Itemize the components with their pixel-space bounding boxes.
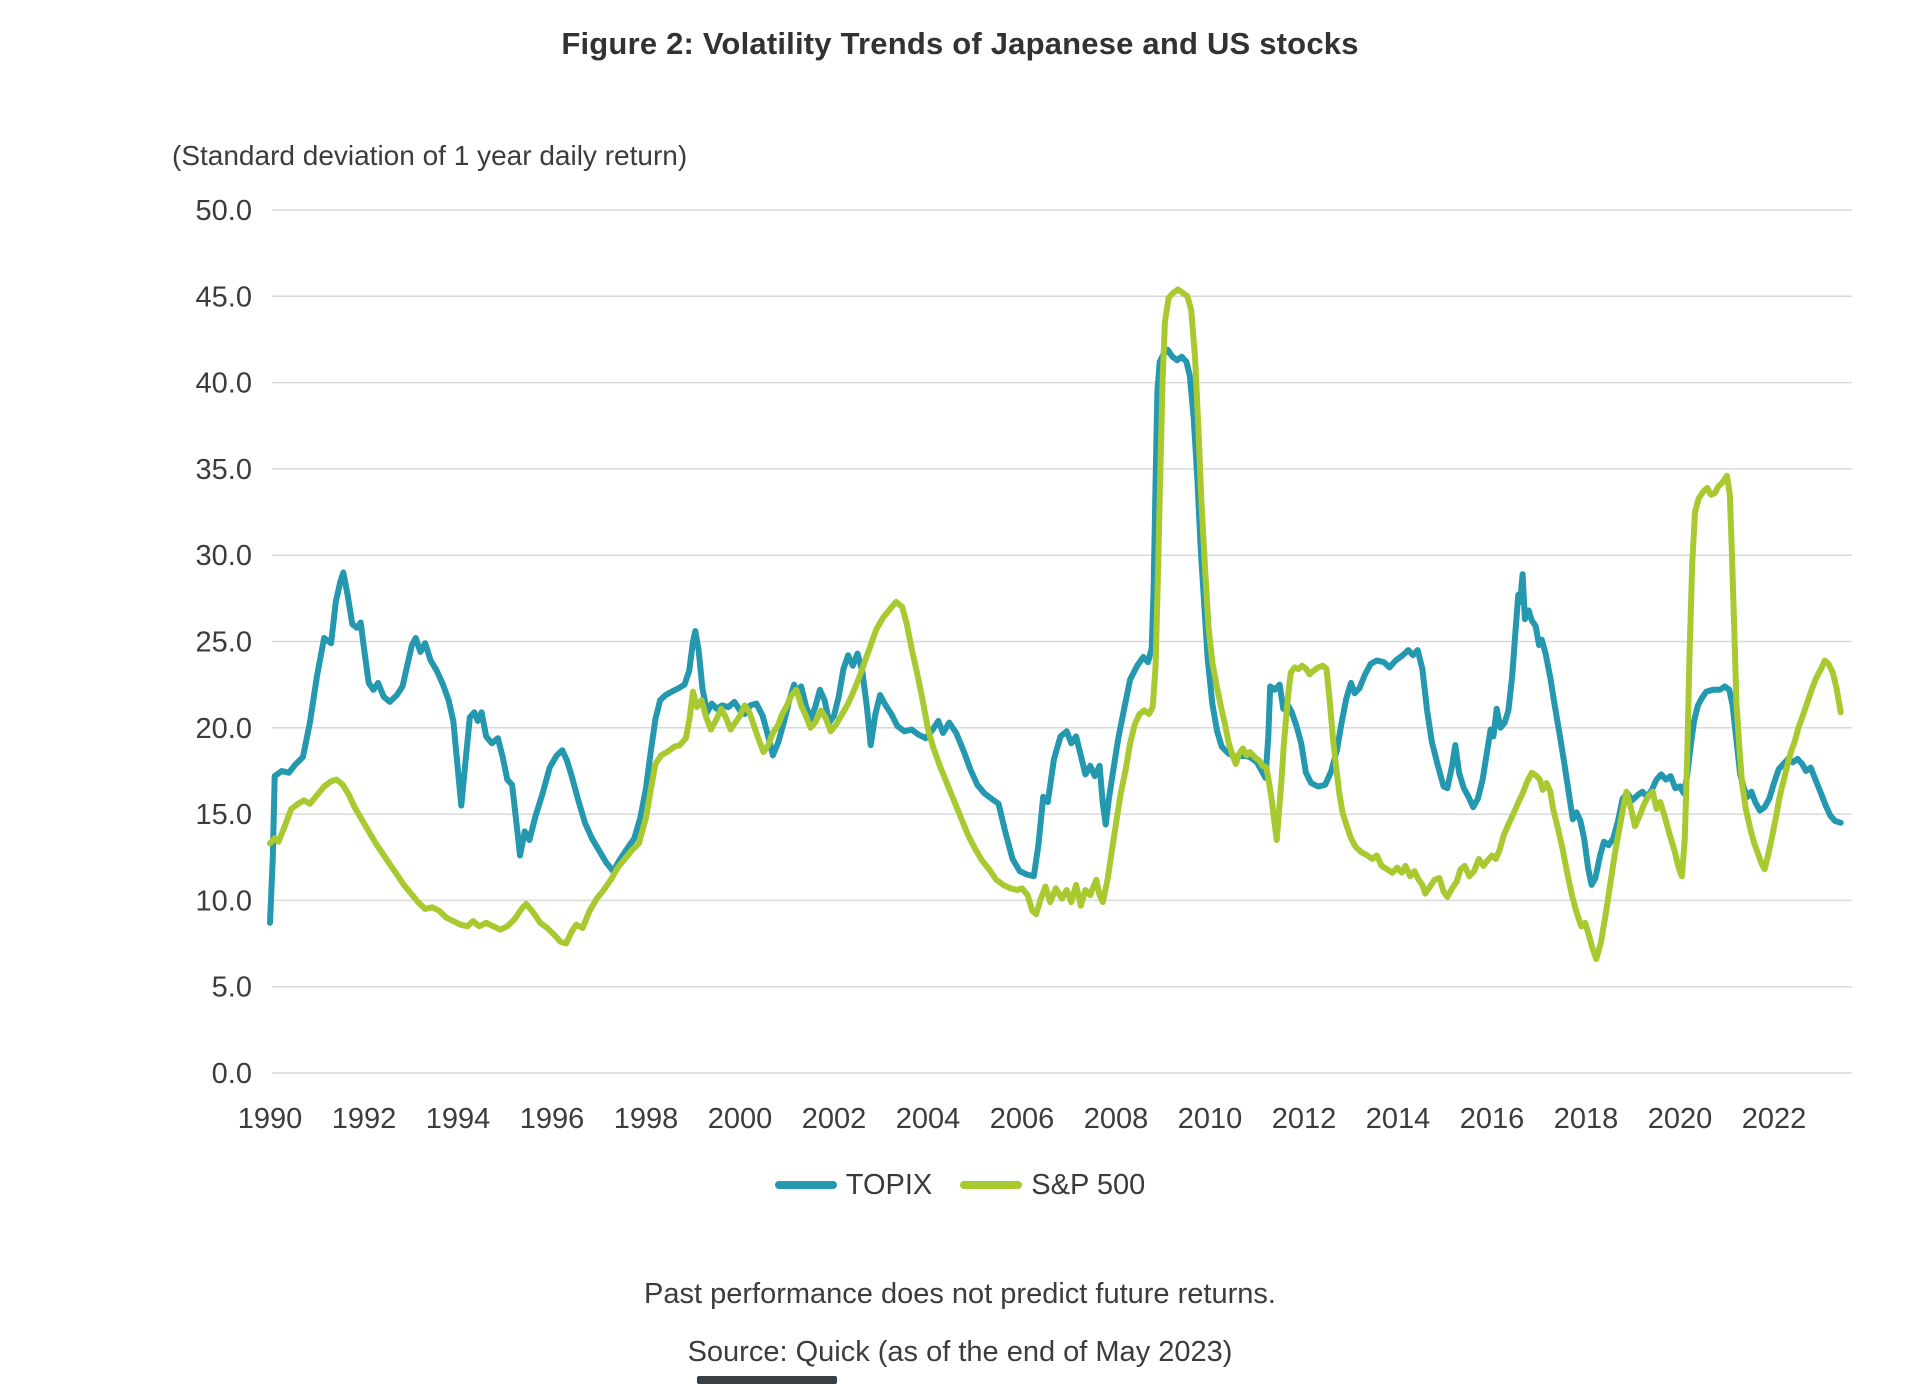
x-tick-label: 2020 — [1648, 1103, 1713, 1135]
y-tick-label: 25.0 — [196, 627, 252, 659]
x-tick-label: 1996 — [520, 1103, 585, 1135]
disclaimer-text: Past performance does not predict future… — [644, 1278, 1276, 1310]
x-tick-label: 2016 — [1460, 1103, 1525, 1135]
x-tick-label: 1990 — [238, 1103, 303, 1135]
cutoff-artifact — [697, 1376, 837, 1384]
x-tick-label: 2010 — [1178, 1103, 1243, 1135]
chart-legend: TOPIX S&P 500 — [0, 1162, 1920, 1208]
sp500-line — [267, 286, 1844, 963]
source-text: Source: Quick (as of the end of May 2023… — [687, 1336, 1233, 1368]
x-tick-label: 2000 — [708, 1103, 773, 1135]
y-tick-label: 20.0 — [196, 713, 252, 745]
y-tick-label: 50.0 — [196, 195, 252, 227]
legend-item-topix: TOPIX — [774, 1168, 933, 1202]
x-tick-label: 2006 — [990, 1103, 1055, 1135]
figure-title: Figure 2: Volatility Trends of Japanese … — [561, 26, 1359, 61]
y-tick-label: 0.0 — [212, 1058, 252, 1090]
y-tick-label: 5.0 — [212, 972, 252, 1004]
x-tick-label: 2002 — [802, 1103, 867, 1135]
x-tick-label: 2022 — [1742, 1103, 1807, 1135]
x-tick-label: 2004 — [896, 1103, 961, 1135]
y-tick-label: 10.0 — [196, 885, 252, 917]
y-tick-label: 30.0 — [196, 540, 252, 572]
x-tick-label: 1992 — [332, 1103, 397, 1135]
y-axis-note: (Standard deviation of 1 year daily retu… — [172, 140, 688, 171]
legend-label-sp500: S&P 500 — [1031, 1168, 1146, 1201]
y-tick-label: 35.0 — [196, 454, 252, 486]
x-tick-label: 2018 — [1554, 1103, 1619, 1135]
x-tick-label: 2008 — [1084, 1103, 1149, 1135]
y-tick-label: 45.0 — [196, 281, 252, 313]
topix-line — [267, 346, 1844, 926]
x-tick-label: 1994 — [426, 1103, 491, 1135]
y-tick-label: 15.0 — [196, 799, 252, 831]
y-tick-label: 40.0 — [196, 368, 252, 400]
legend-label-topix: TOPIX — [845, 1168, 933, 1201]
x-tick-label: 2014 — [1366, 1103, 1431, 1135]
x-tick-label: 1998 — [614, 1103, 679, 1135]
sp500-line-swatch-icon — [960, 1181, 1023, 1189]
topix-line-swatch-icon — [774, 1181, 837, 1189]
legend-item-sp500: S&P 500 — [960, 1169, 1145, 1202]
x-tick-label: 2012 — [1272, 1103, 1337, 1135]
